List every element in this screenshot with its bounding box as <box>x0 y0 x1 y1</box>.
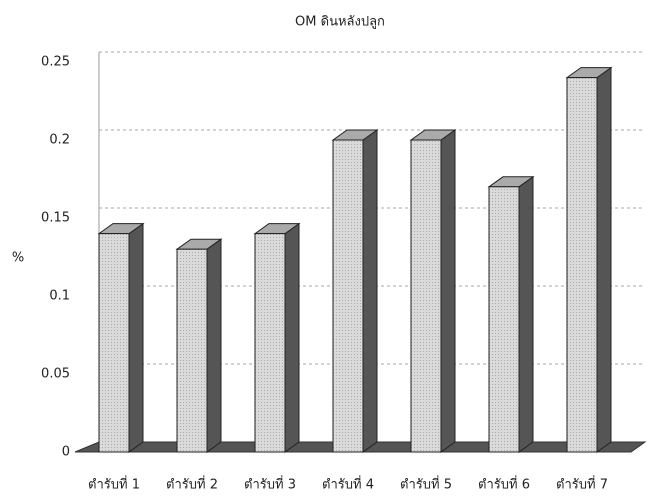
y-tick-label: 0 <box>62 445 70 460</box>
bar <box>488 186 520 453</box>
y-axis-label: % <box>12 251 24 266</box>
bar <box>254 233 286 453</box>
x-tick-label: ตำรับที่ 2 <box>166 476 218 493</box>
x-tick-label: ตำรับที่ 1 <box>88 476 140 493</box>
bar-side <box>362 129 378 453</box>
bar-side <box>206 238 222 453</box>
bar <box>98 233 130 453</box>
bar-side <box>596 66 612 453</box>
x-tick-label: ตำรับที่ 5 <box>400 476 452 493</box>
bar-side <box>128 222 144 453</box>
y-tick-label: 0.1 <box>49 289 70 304</box>
x-tick-label: ตำรับที่ 4 <box>322 476 374 493</box>
y-tick-label: 0.2 <box>49 133 70 148</box>
bar-side <box>440 129 456 453</box>
bar-side <box>518 175 534 453</box>
y-tick-label: 0.15 <box>41 211 70 226</box>
y-tick-label: 0.05 <box>41 367 70 382</box>
y-tick-label: 0.25 <box>41 55 70 70</box>
bar-side <box>284 222 300 453</box>
x-tick-label: ตำรับที่ 6 <box>478 476 530 493</box>
x-tick-label: ตำรับที่ 7 <box>556 476 608 493</box>
chart-title: OM ดินหลังปลูก <box>295 15 385 30</box>
bar <box>176 248 208 453</box>
bar <box>566 77 598 453</box>
bar <box>332 139 364 453</box>
bar <box>410 139 442 453</box>
x-tick-label: ตำรับที่ 3 <box>244 476 296 493</box>
